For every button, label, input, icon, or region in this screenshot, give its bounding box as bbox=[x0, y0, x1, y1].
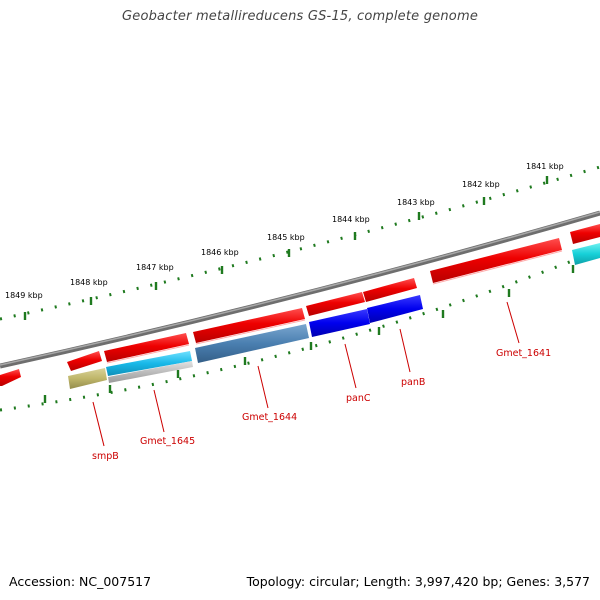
genome-summary-text: Topology: circular; Length: 3,997,420 bp… bbox=[246, 574, 590, 589]
gene-leader-lines bbox=[92, 301, 520, 447]
gene-arrow-smpB[interactable] bbox=[67, 351, 102, 371]
outer-scale-track bbox=[0, 165, 600, 321]
gene-label-panC: panC bbox=[346, 393, 371, 404]
scale-label: 1847 kbp bbox=[136, 263, 174, 272]
gene-arrow-Gmet_1644[interactable] bbox=[193, 308, 305, 343]
scale-label: 1849 kbp bbox=[5, 291, 43, 300]
cds-features bbox=[68, 243, 600, 389]
map-title: Geobacter metallireducens GS-15, complet… bbox=[121, 9, 479, 24]
gene-label-Gmet_1641: Gmet_1641 bbox=[496, 348, 551, 359]
gene-arrow-left-edge[interactable] bbox=[0, 369, 21, 386]
scale-labels: 1849 kbp 1848 kbp 1847 kbp 1846 kbp 1845… bbox=[5, 162, 564, 300]
genome-backbone bbox=[0, 210, 600, 369]
gene-arrow-panC[interactable] bbox=[306, 292, 365, 316]
cds-bar-Gmet_1645[interactable] bbox=[106, 351, 192, 376]
cds-bar-Gmet_1644[interactable] bbox=[195, 324, 309, 363]
gene-arrow-panB[interactable] bbox=[363, 278, 417, 302]
cds-bar-panB[interactable] bbox=[367, 295, 423, 323]
inner-scale-track bbox=[0, 248, 600, 412]
gene-arrow-Gmet_1645[interactable] bbox=[104, 333, 189, 362]
genome-backbone-highlight bbox=[0, 211, 600, 366]
gene-arrow-right-edge[interactable] bbox=[570, 224, 600, 244]
cds-bar-smpB[interactable] bbox=[68, 368, 107, 389]
cds-bar-panC[interactable] bbox=[309, 309, 370, 337]
outer-major-ticks bbox=[23, 176, 549, 320]
forward-strand-genes bbox=[0, 224, 600, 386]
scale-label: 1842 kbp bbox=[462, 180, 500, 189]
cds-bar-Gmet_1645-lower[interactable] bbox=[108, 361, 193, 383]
gene-labels: smpB Gmet_1645 Gmet_1644 panC panB Gmet_… bbox=[92, 348, 551, 462]
gene-label-smpB: smpB bbox=[92, 451, 119, 462]
scale-label: 1841 kbp bbox=[526, 162, 564, 171]
cds-bar-right-edge[interactable] bbox=[572, 243, 600, 265]
scale-label: 1844 kbp bbox=[332, 215, 370, 224]
accession-text: Accession: NC_007517 bbox=[9, 574, 152, 589]
scale-label: 1846 kbp bbox=[201, 248, 239, 257]
scale-label: 1843 kbp bbox=[397, 198, 435, 207]
gene-label-Gmet_1645: Gmet_1645 bbox=[140, 436, 195, 447]
gene-label-Gmet_1644: Gmet_1644 bbox=[242, 412, 297, 423]
inner-major-ticks bbox=[43, 265, 575, 403]
gene-label-panB: panB bbox=[401, 377, 425, 388]
scale-label: 1848 kbp bbox=[70, 278, 108, 287]
scale-label: 1845 kbp bbox=[267, 233, 305, 242]
gene-arrow-Gmet_1641[interactable] bbox=[430, 238, 562, 283]
